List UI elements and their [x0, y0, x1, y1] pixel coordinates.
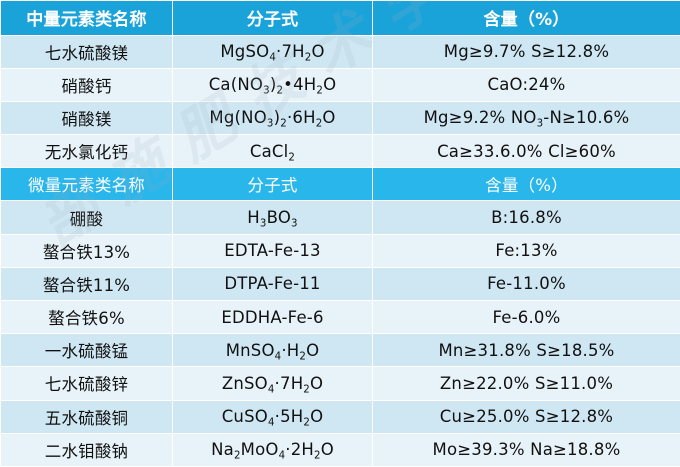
content: Mg≥9.7% S≥12.8% — [372, 34, 680, 69]
header-content: 含量（%） — [372, 167, 680, 202]
formula: Na2MoO4·2H2O — [172, 432, 373, 467]
major-row: 硝酸钙 Ca(NO3)2•4H2O CaO:24% — [0, 67, 680, 102]
micro-row: 螯合铁13% EDTA-Fe-13 Fe:13% — [0, 233, 680, 268]
element-name: 七水硫酸锌 — [0, 366, 173, 401]
content: Mo≥39.3% Na≥18.8% — [372, 432, 680, 467]
major-row: 硝酸镁 Mg(NO3)2·6H2O Mg≥9.2% NO3-N≥10.6% — [0, 100, 680, 136]
formula: H3BO3 — [172, 200, 373, 235]
header-name: 微量元素类名称 — [0, 167, 173, 202]
formula: EDDHA-Fe-6 — [172, 300, 373, 335]
formula: CaCl2 — [172, 134, 373, 169]
major-row: 无水氯化钙 CaCl2 Ca≥33.6.0% Cl≥60% — [0, 134, 680, 169]
element-name: 七水硫酸镁 — [0, 34, 173, 69]
micro-row: 七水硫酸锌 ZnSO4·7H2O Zn≥22.0% S≥11.0% — [0, 366, 680, 401]
element-name: 螯合铁11% — [0, 266, 173, 302]
formula: EDTA-Fe-13 — [172, 233, 373, 268]
content: Cu≥25.0% S≥12.8% — [372, 399, 680, 434]
content: Mg≥9.2% NO3-N≥10.6% — [372, 100, 680, 136]
content: Fe-11.0% — [372, 266, 680, 302]
formula: ZnSO4·7H2O — [172, 366, 373, 401]
major-row: 七水硫酸镁 MgSO4·7H2O Mg≥9.7% S≥12.8% — [0, 34, 680, 69]
formula: MnSO4·H2O — [172, 333, 373, 368]
element-name: 硼酸 — [0, 200, 173, 235]
content: Ca≥33.6.0% Cl≥60% — [372, 134, 680, 169]
header-name: 中量元素类名称 — [0, 0, 173, 36]
content: Zn≥22.0% S≥11.0% — [372, 366, 680, 401]
header-formula: 分子式 — [172, 0, 373, 36]
content: Fe:13% — [372, 233, 680, 268]
content: Mn≥31.8% S≥18.5% — [372, 333, 680, 368]
micro-row: 二水钼酸钠 Na2MoO4·2H2O Mo≥39.3% Na≥18.8% — [0, 432, 680, 467]
element-name: 硝酸钙 — [0, 67, 173, 102]
micro-header-row: 微量元素类名称 分子式 含量（%） — [0, 167, 680, 202]
micro-row: 硼酸 H3BO3 B:16.8% — [0, 200, 680, 235]
micro-row: 螯合铁11% DTPA-Fe-11 Fe-11.0% — [0, 266, 680, 302]
element-name: 无水氯化钙 — [0, 134, 173, 169]
formula: CuSO4·5H2O — [172, 399, 373, 434]
element-name: 螯合铁6% — [0, 300, 173, 335]
element-name: 一水硫酸锰 — [0, 333, 173, 368]
element-name: 螯合铁13% — [0, 233, 173, 268]
content: B:16.8% — [372, 200, 680, 235]
element-name: 二水钼酸钠 — [0, 432, 173, 467]
micro-row: 一水硫酸锰 MnSO4·H2O Mn≥31.8% S≥18.5% — [0, 333, 680, 368]
micro-row: 螯合铁6% EDDHA-Fe-6 Fe-6.0% — [0, 300, 680, 335]
content: Fe-6.0% — [372, 300, 680, 335]
formula: DTPA-Fe-11 — [172, 266, 373, 302]
header-formula: 分子式 — [172, 167, 373, 202]
formula: MgSO4·7H2O — [172, 34, 373, 69]
element-name: 硝酸镁 — [0, 100, 173, 136]
header-content: 含量（%） — [372, 0, 680, 36]
major-header-row: 中量元素类名称 分子式 含量（%） — [0, 0, 680, 36]
micro-row: 五水硫酸铜 CuSO4·5H2O Cu≥25.0% S≥12.8% — [0, 399, 680, 434]
formula: Ca(NO3)2•4H2O — [172, 67, 373, 102]
formula: Mg(NO3)2·6H2O — [172, 100, 373, 136]
element-name: 五水硫酸铜 — [0, 399, 173, 434]
content: CaO:24% — [372, 67, 680, 102]
